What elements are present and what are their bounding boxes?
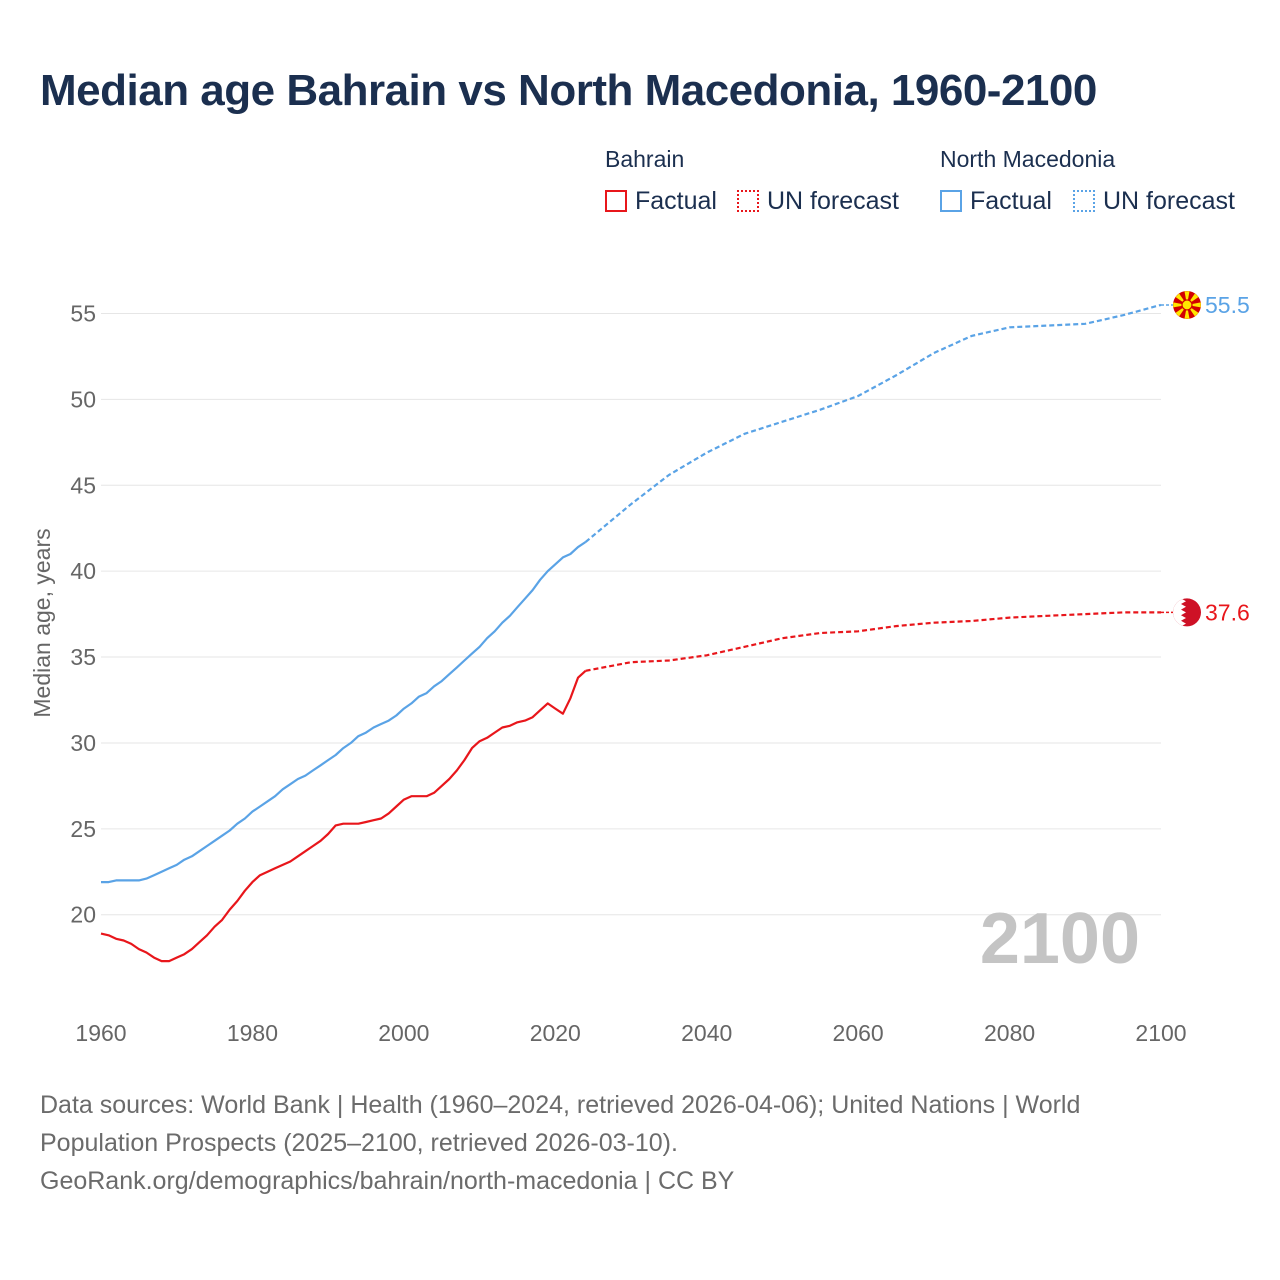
- y-tick-label: 50: [70, 386, 96, 412]
- y-tick-label: 45: [70, 472, 96, 498]
- page-title: Median age Bahrain vs North Macedonia, 1…: [40, 66, 1097, 115]
- x-tick-label: 1960: [75, 1020, 126, 1046]
- source-line-2: Population Prospects (2025–2100, retriev…: [40, 1129, 678, 1157]
- flag-icon-bahrain: [1173, 598, 1201, 627]
- source-line-3: GeoRank.org/demographics/bahrain/north-m…: [40, 1167, 735, 1195]
- series-line-bahrain-forecast: [585, 611, 1161, 672]
- flag-mk-ray: [1187, 302, 1201, 308]
- flag-icon-north-macedonia: [1173, 290, 1201, 319]
- legend-bahrain-forecast[interactable]: UN forecast: [737, 186, 899, 216]
- year-watermark: 2100: [980, 899, 1140, 979]
- flag-mk-sun: [1181, 299, 1193, 311]
- x-tick-label: 2040: [681, 1020, 732, 1046]
- legend-swatch-north-macedonia-factual: [940, 190, 962, 212]
- y-axis-ticks: 20 25 30 35 40 45 50 55: [70, 301, 96, 928]
- legend-bahrain-factual[interactable]: Factual: [605, 186, 717, 216]
- source-line-1: Data sources: World Bank | Health (1960–…: [40, 1091, 1081, 1119]
- legend-label-north-macedonia-forecast: UN forecast: [1103, 186, 1235, 215]
- legend-title-north-macedonia: North Macedonia: [940, 146, 1116, 172]
- end-value-label-north-macedonia: 55.5: [1205, 292, 1250, 318]
- y-tick-label: 20: [70, 902, 96, 928]
- legend-label-bahrain-forecast: UN forecast: [767, 186, 899, 215]
- legend-north-macedonia-factual[interactable]: Factual: [940, 186, 1052, 216]
- y-tick-label: 55: [70, 301, 96, 327]
- y-tick-label: 35: [70, 644, 96, 670]
- x-tick-label: 2020: [530, 1020, 581, 1046]
- flag-mk-ray: [1184, 291, 1190, 305]
- legend-swatch-bahrain-forecast: [737, 190, 759, 212]
- flag-mk-ray: [1173, 302, 1187, 308]
- y-axis-label: Median age, years: [29, 528, 55, 717]
- series-line-bahrain-factual: [100, 669, 587, 963]
- y-tick-label: 30: [70, 730, 96, 756]
- y-tick-label: 40: [70, 558, 96, 584]
- x-axis-ticks: 1960 1980 2000 2020 2040 2060 2080 2100: [75, 1020, 1186, 1046]
- legend-label-north-macedonia-factual: Factual: [970, 186, 1052, 215]
- y-tick-label: 25: [70, 816, 96, 842]
- x-tick-label: 2060: [833, 1020, 884, 1046]
- series-line-north-macedonia-forecast: [584, 303, 1162, 543]
- x-tick-label: 2080: [984, 1020, 1035, 1046]
- legend-north-macedonia-forecast[interactable]: UN forecast: [1073, 186, 1235, 216]
- gridlines: [101, 313, 1161, 916]
- median-age-chart: 2100 20 25 30 35 40 45 50 55 1960 1980 2000 2020 20…: [29, 290, 1250, 1046]
- legend-swatch-north-macedonia-forecast: [1073, 190, 1095, 212]
- series-lines: [100, 303, 1162, 963]
- source-note: Data sources: World Bank | Health (1960–…: [40, 1086, 1240, 1200]
- end-value-label-bahrain: 37.6: [1205, 599, 1250, 625]
- legend-title-bahrain: Bahrain: [605, 146, 685, 172]
- end-markers: 37.6 55.5: [1161, 290, 1250, 627]
- legend-label-bahrain-factual: Factual: [635, 186, 717, 215]
- flag-bahrain-hoist: [1173, 598, 1186, 627]
- x-tick-label: 1980: [227, 1020, 278, 1046]
- x-tick-label: 2100: [1135, 1020, 1186, 1046]
- flag-mk-ray: [1184, 304, 1190, 319]
- legend-swatch-bahrain-factual: [605, 190, 627, 212]
- x-tick-label: 2000: [378, 1020, 429, 1046]
- series-line-north-macedonia-factual: [101, 541, 587, 884]
